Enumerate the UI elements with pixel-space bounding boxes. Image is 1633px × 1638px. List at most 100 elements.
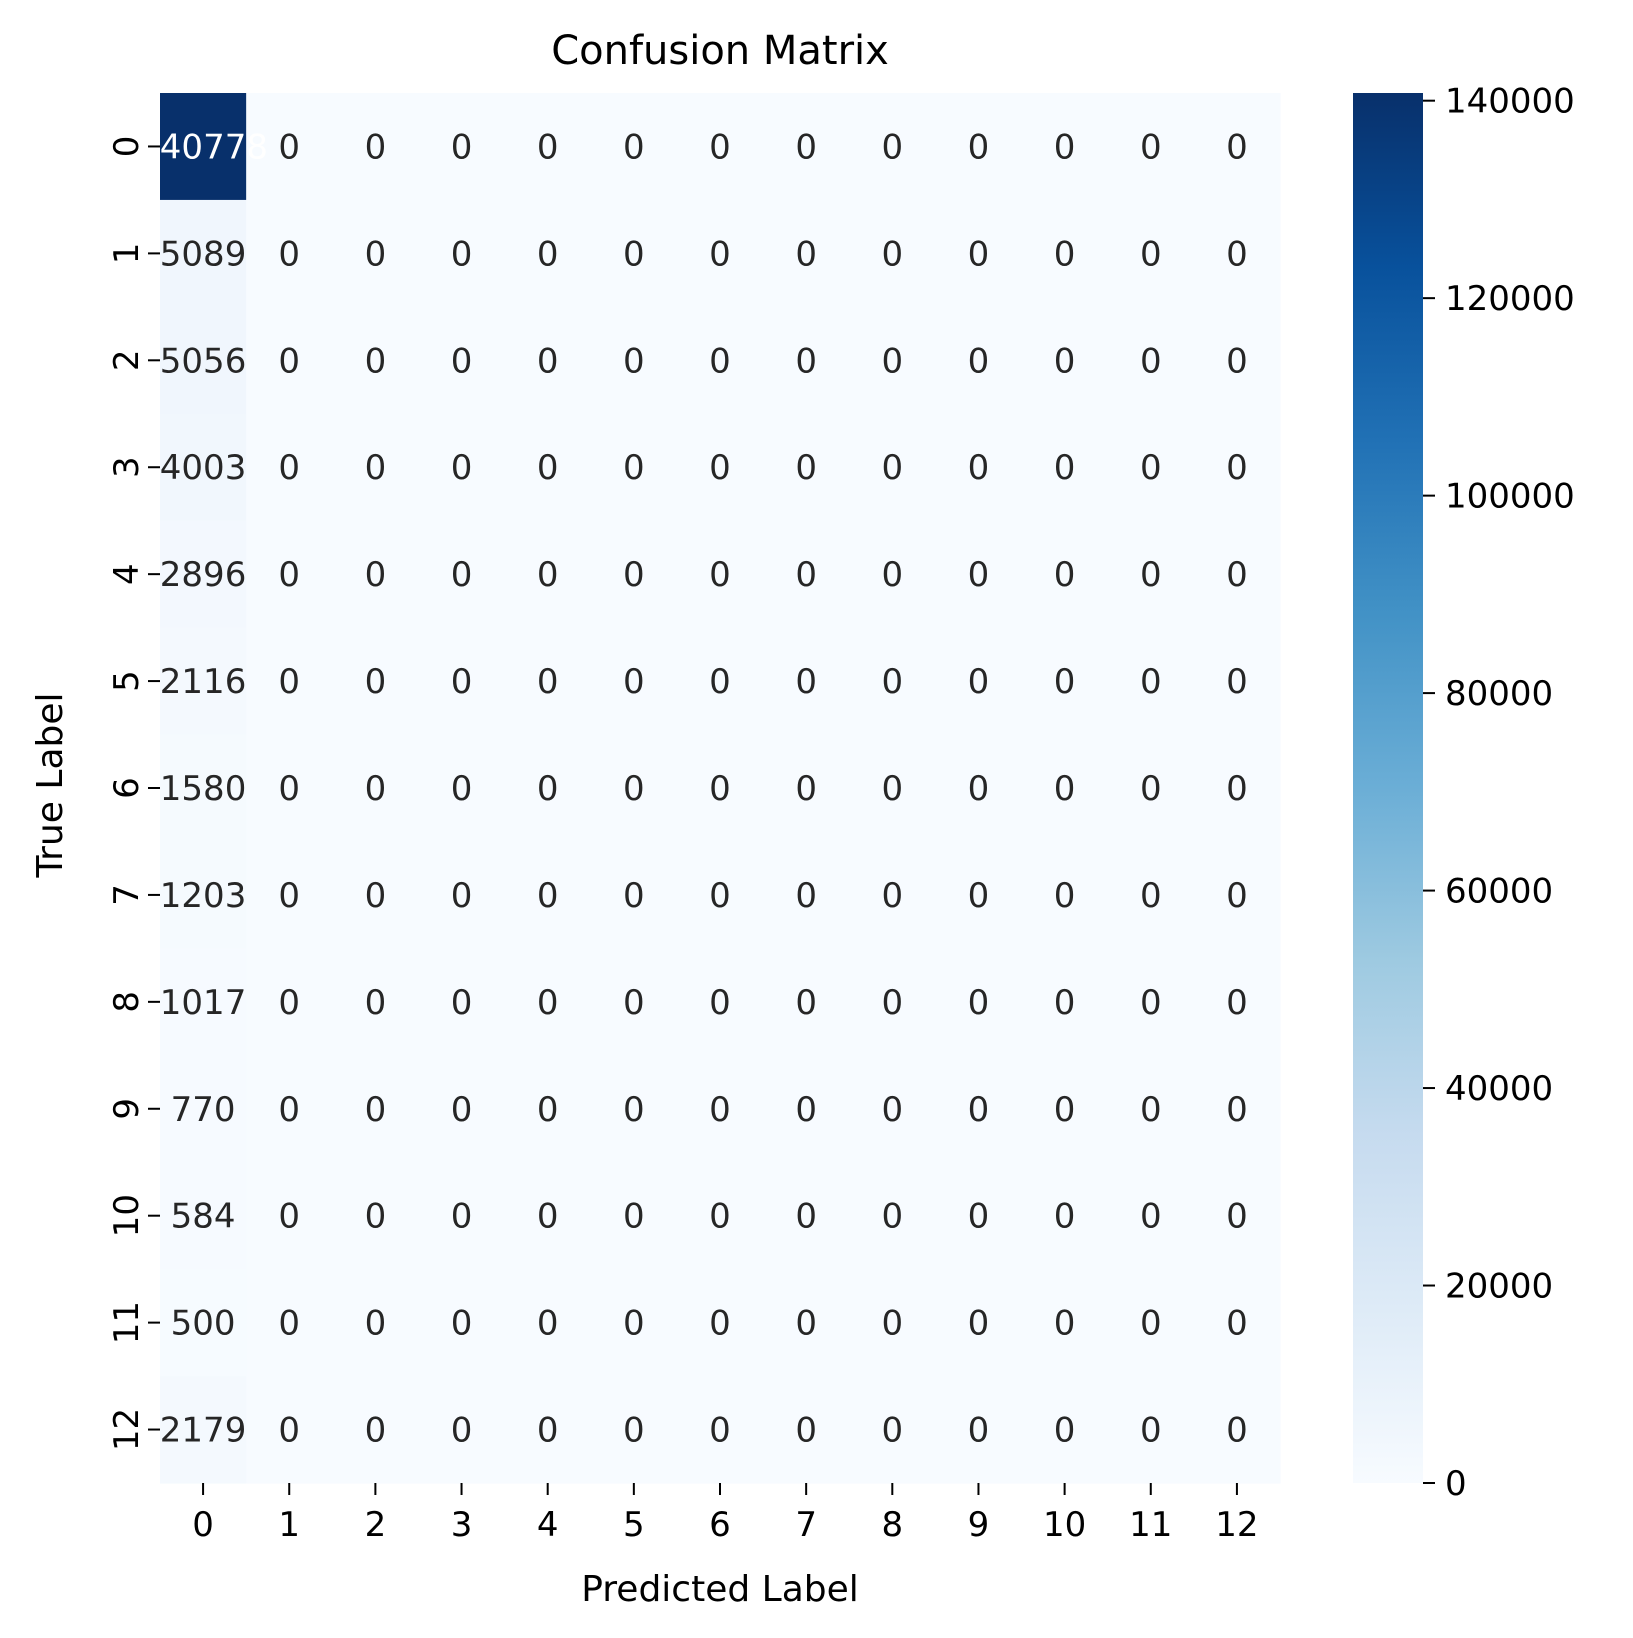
cell-value-label: 0 bbox=[365, 127, 387, 167]
heatmap-cell bbox=[1193, 627, 1281, 736]
heatmap-cell bbox=[849, 93, 936, 201]
cell-value-label: 0 bbox=[968, 876, 990, 916]
heatmap-cell bbox=[676, 413, 764, 522]
colorbar-tick-label: 100000 bbox=[1445, 477, 1575, 517]
cell-value-label: 1203 bbox=[160, 876, 247, 916]
cell-value-label: 2116 bbox=[160, 662, 247, 702]
x-tick-label: 10 bbox=[1043, 1505, 1086, 1545]
cell-value-label: 0 bbox=[623, 1197, 645, 1237]
chart-title: Confusion Matrix bbox=[551, 28, 889, 74]
cell-value-label: 0 bbox=[365, 234, 387, 274]
heatmap-cell bbox=[418, 1269, 506, 1377]
heatmap-cell bbox=[676, 520, 764, 629]
y-tick-label: 8 bbox=[107, 991, 147, 1013]
heatmap-cell bbox=[849, 199, 936, 308]
x-tick-label: 12 bbox=[1215, 1505, 1258, 1545]
cell-value-label: 0 bbox=[451, 1304, 473, 1344]
heatmap-cell bbox=[160, 1162, 247, 1270]
heatmap-cell bbox=[504, 948, 592, 1056]
heatmap-cell bbox=[935, 413, 1023, 522]
cell-value-label: 0 bbox=[451, 1090, 473, 1130]
cell-value-label: 0 bbox=[451, 769, 473, 809]
cell-value-label: 0 bbox=[709, 1197, 731, 1237]
heatmap-cell bbox=[1193, 520, 1281, 629]
heatmap-cell bbox=[676, 1269, 764, 1377]
heatmap-cells bbox=[160, 93, 1281, 1484]
x-tick-label: 6 bbox=[709, 1505, 731, 1545]
x-tick-label: 0 bbox=[192, 1505, 214, 1545]
cell-value-label: 0 bbox=[278, 769, 300, 809]
heatmap-cell bbox=[763, 1269, 850, 1377]
heatmap-cell bbox=[332, 1055, 420, 1163]
y-tick-label: 4 bbox=[107, 563, 147, 585]
cell-value-label: 0 bbox=[278, 1197, 300, 1237]
cell-value-label: 0 bbox=[881, 876, 903, 916]
cell-value-label: 0 bbox=[881, 983, 903, 1023]
heatmap-cell bbox=[1107, 306, 1195, 415]
heatmap-cell bbox=[1021, 1162, 1109, 1270]
heatmap-cell bbox=[935, 306, 1023, 415]
heatmap-cell bbox=[1107, 627, 1195, 736]
heatmap-cell bbox=[1021, 199, 1109, 308]
cell-value-label: 0 bbox=[795, 341, 817, 381]
heatmap-cell bbox=[1107, 948, 1195, 1056]
heatmap-cell bbox=[1193, 199, 1281, 308]
heatmap-cell bbox=[590, 948, 678, 1056]
cell-value-label: 0 bbox=[451, 448, 473, 488]
heatmap-cell bbox=[763, 520, 850, 629]
heatmap-cell bbox=[590, 306, 678, 415]
heatmap-cell bbox=[246, 627, 333, 736]
cell-value-label: 0 bbox=[709, 1090, 731, 1130]
heatmap-cell bbox=[246, 520, 333, 629]
cell-value-label: 0 bbox=[968, 555, 990, 595]
heatmap-cell bbox=[160, 93, 247, 201]
cell-value-label: 0 bbox=[1054, 1304, 1076, 1344]
cell-value-label: 0 bbox=[968, 127, 990, 167]
heatmap-cell bbox=[504, 1162, 592, 1270]
heatmap-cell bbox=[160, 199, 247, 308]
cell-value-label: 0 bbox=[1226, 983, 1248, 1023]
heatmap-cell bbox=[332, 306, 420, 415]
heatmap-cell bbox=[935, 948, 1023, 1056]
cell-value-label: 0 bbox=[881, 769, 903, 809]
heatmap-cell bbox=[763, 627, 850, 736]
y-tick-label: 9 bbox=[107, 1098, 147, 1120]
cell-value-label: 0 bbox=[623, 1411, 645, 1451]
cell-value-label: 0 bbox=[795, 234, 817, 274]
heatmap-cell bbox=[935, 734, 1023, 843]
heatmap-cell bbox=[1021, 1376, 1109, 1484]
cell-value-label: 770 bbox=[171, 1090, 236, 1130]
heatmap-cell bbox=[418, 627, 506, 736]
heatmap-cell bbox=[849, 1269, 936, 1377]
heatmap-cell bbox=[160, 306, 247, 415]
cell-value-label: 0 bbox=[278, 1411, 300, 1451]
cell-value-label: 0 bbox=[881, 341, 903, 381]
heatmap-cell bbox=[676, 627, 764, 736]
cell-value-label: 0 bbox=[1140, 876, 1162, 916]
cell-value-label: 0 bbox=[968, 1197, 990, 1237]
heatmap-cell bbox=[849, 1162, 936, 1270]
cell-value-label: 1580 bbox=[160, 769, 247, 809]
cell-value-label: 0 bbox=[1226, 555, 1248, 595]
cell-value-label: 0 bbox=[1054, 127, 1076, 167]
cell-value-label: 0 bbox=[278, 1304, 300, 1344]
heatmap-cell bbox=[1193, 306, 1281, 415]
heatmap-cell bbox=[1193, 413, 1281, 522]
heatmap-cell bbox=[590, 413, 678, 522]
cell-value-label: 0 bbox=[1226, 876, 1248, 916]
cell-value-label: 0 bbox=[709, 769, 731, 809]
cell-value-label: 2179 bbox=[160, 1411, 247, 1451]
colorbar-tick-label: 140000 bbox=[1445, 82, 1575, 122]
y-tick-label: 7 bbox=[107, 884, 147, 906]
cell-value-label: 0 bbox=[1140, 769, 1162, 809]
heatmap-cell bbox=[246, 1376, 333, 1484]
heatmap-cell bbox=[1107, 841, 1195, 949]
cell-value-label: 4003 bbox=[160, 448, 247, 488]
cell-value-label: 0 bbox=[1054, 983, 1076, 1023]
heatmap-cell bbox=[849, 413, 936, 522]
cell-value-label: 0 bbox=[365, 662, 387, 702]
cell-value-label: 0 bbox=[1054, 1090, 1076, 1130]
cell-value-label: 0 bbox=[881, 448, 903, 488]
y-axis-label: True Label bbox=[30, 692, 71, 878]
